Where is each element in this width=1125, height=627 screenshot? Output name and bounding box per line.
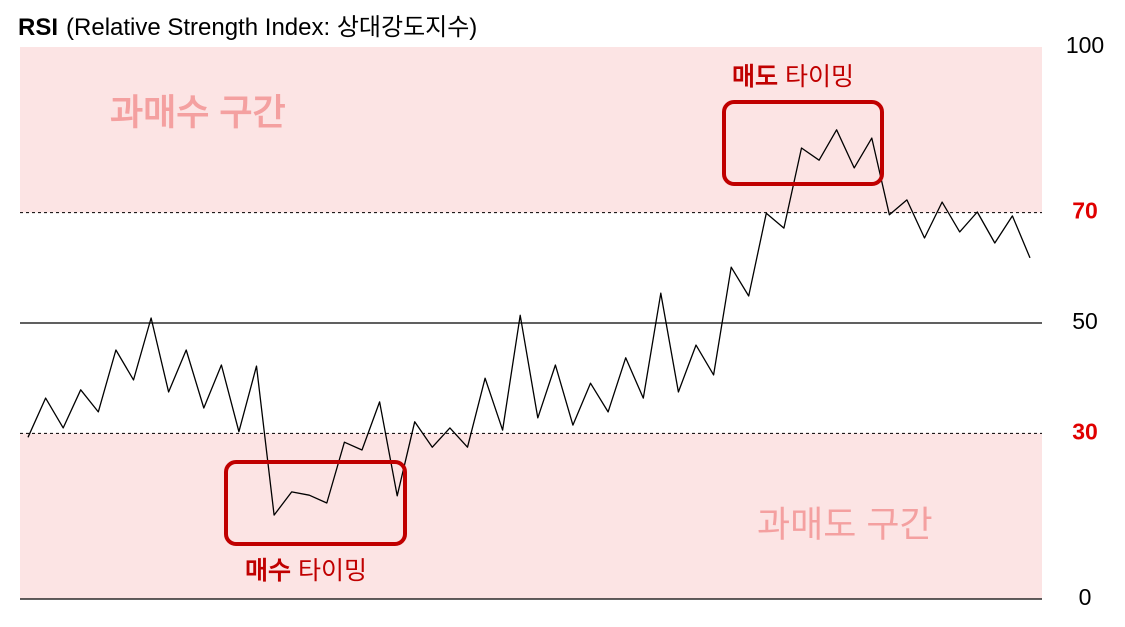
sell_signal-text: 타이밍 — [785, 63, 854, 91]
buy_signal-label: 매수 타이밍 — [245, 557, 367, 585]
y-tick-label: 0 — [1079, 584, 1092, 610]
buy_signal-bold: 매수 — [245, 557, 291, 585]
chart-title: RSI — [18, 14, 58, 41]
y-tick-label: 70 — [1072, 198, 1098, 224]
chart-subtitle: (Relative Strength Index: 상대강도지수) — [66, 14, 477, 41]
rsi-line — [27, 129, 1031, 516]
y-tick-label: 30 — [1072, 418, 1098, 444]
y-tick-label: 50 — [1072, 308, 1098, 334]
buy_signal-text: 타이밍 — [298, 557, 367, 585]
y-tick-label: 100 — [1066, 32, 1104, 58]
sell_signal-bold: 매도 — [732, 63, 778, 91]
sell_signal-label: 매도 타이밍 — [732, 63, 854, 91]
buy-box — [224, 460, 407, 546]
oversold-zone — [20, 433, 1042, 599]
oversold-label: 과매도 구간 — [757, 504, 933, 545]
overbought-label: 과매수 구간 — [110, 92, 286, 133]
sell-box — [722, 100, 884, 186]
chart-title-line: RSI (Relative Strength Index: 상대강도지수) — [18, 14, 477, 41]
